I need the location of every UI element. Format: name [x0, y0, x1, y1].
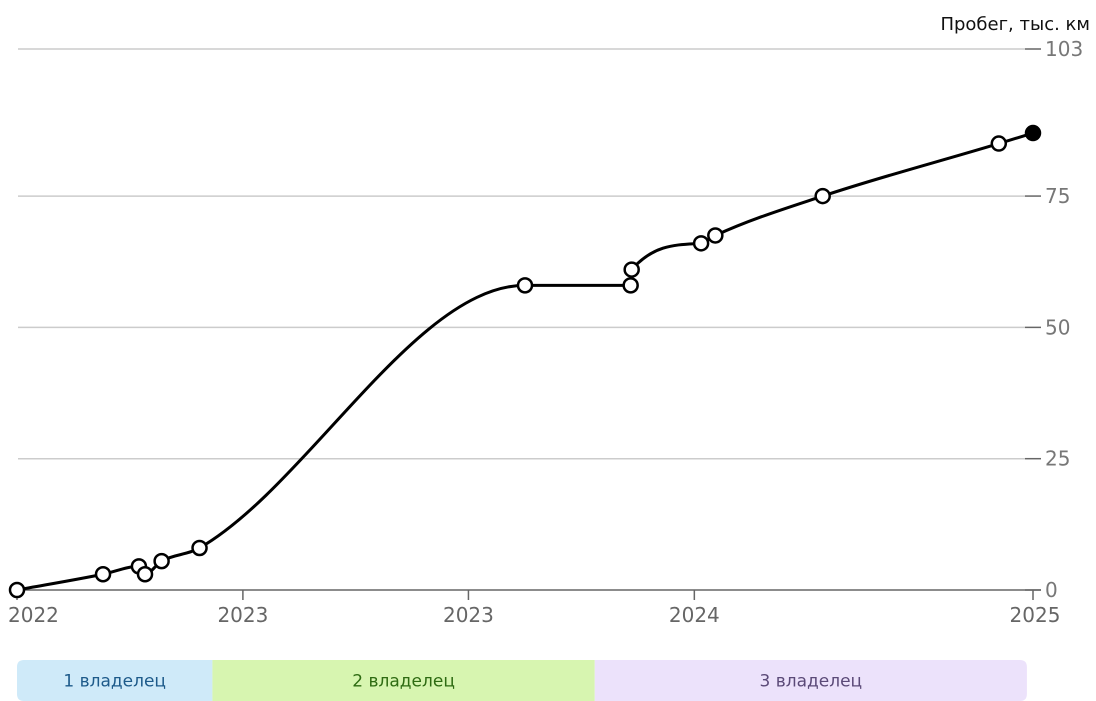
y-tick-label: 25 — [1045, 447, 1070, 471]
owner-segment[interactable]: 2 владелец — [212, 660, 595, 701]
mileage-point[interactable] — [94, 565, 112, 583]
mileage-line — [15, 131, 1035, 592]
y-tick-label: 0 — [1045, 578, 1058, 602]
x-tick-label: 2025 — [1010, 603, 1061, 627]
owner-segment-bg — [594, 660, 1027, 701]
y-tick-label: 50 — [1045, 315, 1070, 339]
mileage-point[interactable] — [191, 539, 208, 557]
mileage-point[interactable] — [990, 135, 1008, 152]
current-mileage-point[interactable] — [1024, 124, 1042, 142]
owner-segment-bg — [17, 660, 213, 701]
mileage-point[interactable] — [516, 277, 534, 294]
mileage-point[interactable] — [153, 552, 170, 570]
owner-segment[interactable]: 3 владелец — [594, 660, 1027, 701]
grid-layer — [18, 48, 1025, 460]
mileage-point[interactable] — [622, 277, 639, 294]
mileage-point[interactable] — [814, 187, 831, 205]
points-layer — [8, 124, 1042, 599]
mileage-point[interactable] — [8, 581, 26, 599]
x-tick-label: 2024 — [669, 603, 720, 627]
owner-segment-label: 3 владелец — [760, 672, 863, 692]
mileage-point[interactable] — [136, 565, 154, 583]
owner-segment-bg — [212, 660, 595, 701]
y-tick-label: 75 — [1045, 184, 1070, 208]
owner-timeline: 1 владелец 2 владелец 3 владелец — [17, 660, 1027, 701]
x-tick-label: 2023 — [217, 603, 268, 627]
x-tick-label: 2023 — [443, 603, 494, 627]
y-tick-label: 103 — [1045, 37, 1083, 61]
axis-layer: 0 25 50 75 103 2022 2023 2023 2024 2025 — [8, 37, 1083, 627]
owner-segment[interactable]: 1 владелец — [17, 660, 213, 701]
owner-segment-label: 2 владелец — [352, 672, 455, 692]
y-axis-title: Пробег, тыс. км — [940, 14, 1090, 35]
x-tick-label: 2022 — [8, 603, 59, 627]
line-layer — [15, 131, 1035, 592]
owner-segment-label: 1 владелец — [63, 672, 166, 692]
mileage-point[interactable] — [623, 261, 640, 278]
mileage-point[interactable] — [707, 227, 724, 244]
mileage-point[interactable] — [692, 235, 710, 252]
